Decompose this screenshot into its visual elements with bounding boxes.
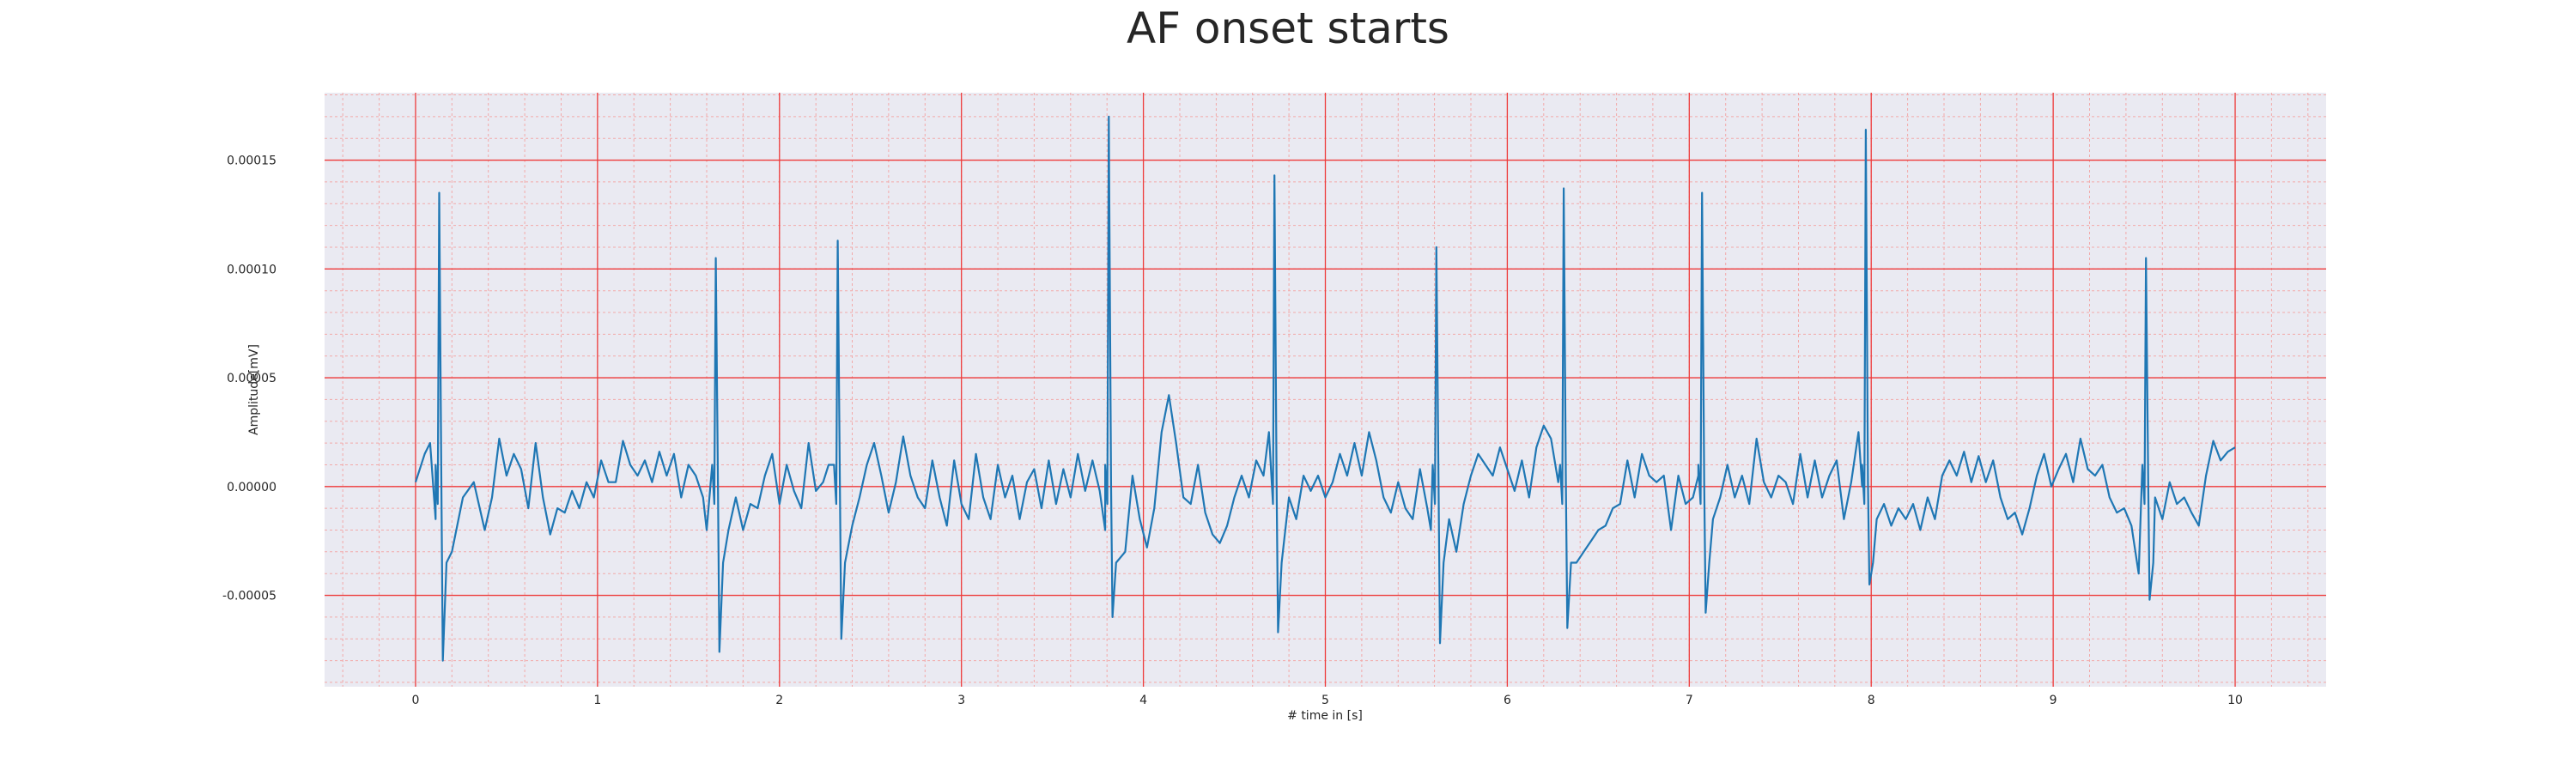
x-tick-label: 7 [1686, 694, 1693, 707]
x-tick-label: 9 [2050, 694, 2057, 707]
x-tick-label: 5 [1321, 694, 1329, 707]
y-tick-label: 0.00010 [227, 263, 276, 276]
y-tick-label: 0.00015 [227, 155, 276, 168]
x-tick-label: 1 [593, 694, 601, 707]
x-tick-label: 4 [1139, 694, 1147, 707]
ecg-series-line [414, 115, 2236, 662]
x-tick-label: 3 [957, 694, 965, 707]
x-tick-label: 8 [1868, 694, 1875, 707]
x-tick-label: 0 [411, 694, 419, 707]
y-tick-label: -0.00005 [222, 590, 276, 603]
x-tick-label: 10 [2227, 694, 2243, 707]
major-grid [325, 93, 2326, 687]
y-tick-label: 0.00005 [227, 372, 276, 385]
y-tick-label: 0.00000 [227, 481, 276, 494]
series-layer [414, 115, 2236, 662]
y-axis-ticks: -0.00005 0.00000 0.00005 0.00010 0.00015 [222, 155, 276, 603]
x-tick-label: 2 [775, 694, 783, 707]
y-axis-label: Amplitude[mV] [247, 344, 261, 435]
x-axis-label: # time in [s] [1287, 709, 1363, 723]
x-axis-ticks: 0 1 2 3 4 5 6 7 8 9 10 [411, 694, 2242, 707]
x-tick-label: 6 [1504, 694, 1511, 707]
chart-title: AF onset starts [1127, 3, 1449, 53]
